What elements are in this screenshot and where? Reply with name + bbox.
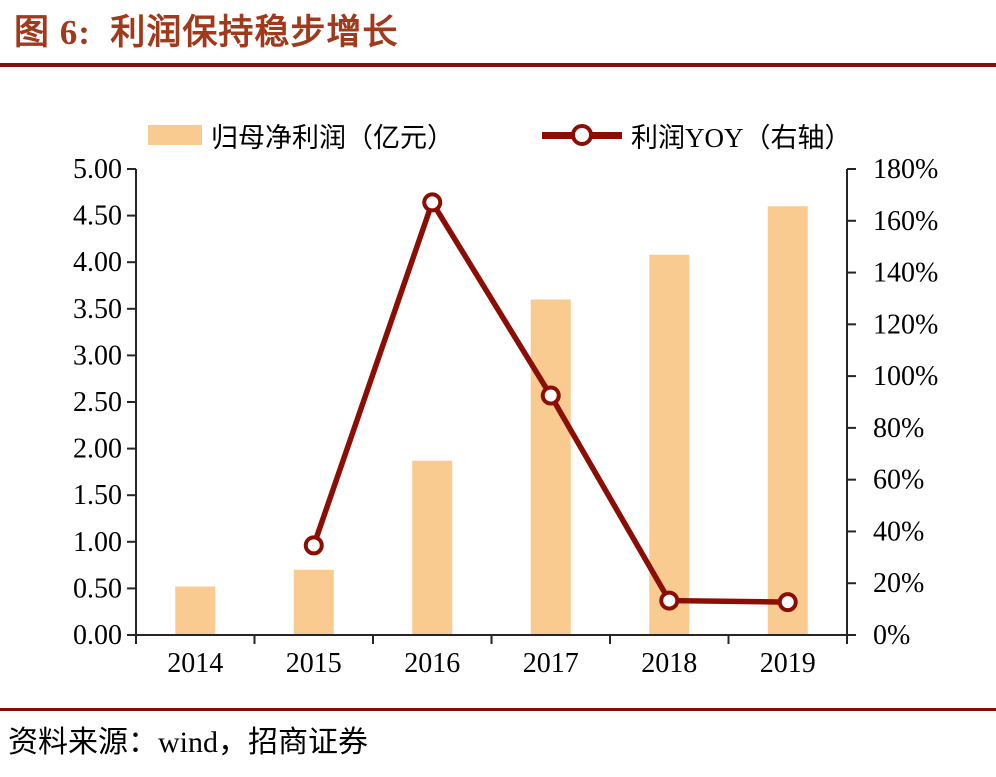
left-tick-label: 1.00	[73, 527, 122, 558]
left-tick-label: 1.50	[73, 480, 122, 511]
bar-legend-swatch	[148, 125, 202, 145]
bar-2017	[530, 299, 571, 635]
right-tick-label: 40%	[873, 516, 924, 547]
legend-label-net-profit: 归母净利润（亿元）	[211, 122, 454, 153]
yoy-marker-2015	[303, 535, 324, 556]
bar-2016	[412, 460, 453, 635]
footer-rule	[0, 708, 996, 711]
left-tick-label: 4.00	[73, 247, 122, 278]
bar-2014	[175, 586, 216, 635]
legend-item-net-profit: 归母净利润（亿元）	[148, 118, 454, 153]
left-tick-label: 3.00	[73, 340, 122, 371]
right-tick-label: 120%	[873, 309, 938, 340]
right-tick-label: 140%	[873, 258, 938, 289]
right-tick-label: 0%	[873, 620, 910, 651]
left-tick-label: 0.00	[73, 620, 122, 651]
x-axis-label: 2019	[760, 648, 816, 679]
right-tick-label: 100%	[873, 361, 938, 392]
yoy-marker-2016	[422, 192, 443, 213]
bar-2015	[293, 569, 334, 635]
right-tick-label: 80%	[873, 413, 924, 444]
x-axis-label: 2015	[286, 648, 342, 679]
bar-2019	[767, 206, 808, 635]
right-tick-label: 20%	[873, 568, 924, 599]
bar-2018	[649, 254, 690, 635]
yoy-marker-2019	[777, 592, 798, 613]
left-tick-label: 3.50	[73, 294, 122, 325]
line-legend-marker	[571, 124, 593, 146]
left-tick-label: 4.50	[73, 201, 122, 232]
left-tick-label: 2.00	[73, 434, 122, 465]
figure-title: 图 6: 利润保持稳步增长	[14, 13, 399, 52]
legend-item-yoy: 利润YOY（右轴）	[542, 118, 852, 153]
x-axis-label: 2014	[167, 648, 223, 679]
x-axis-label: 2017	[523, 648, 579, 679]
left-tick-label: 2.50	[73, 387, 122, 418]
yoy-marker-2017	[540, 385, 561, 406]
line-legend-sample	[542, 124, 622, 146]
right-tick-label: 160%	[873, 206, 938, 237]
x-axis-label: 2016	[404, 648, 460, 679]
right-tick-label: 180%	[873, 154, 938, 185]
yoy-marker-2018	[659, 590, 680, 611]
left-tick-label: 0.50	[73, 573, 122, 604]
left-tick-label: 5.00	[73, 154, 122, 185]
right-tick-label: 60%	[873, 465, 924, 496]
legend-label-yoy: 利润YOY（右轴）	[631, 122, 852, 153]
title-rule	[0, 63, 996, 67]
x-axis-label: 2018	[641, 648, 697, 679]
source-note: 资料来源：wind，招商证券	[8, 726, 368, 759]
